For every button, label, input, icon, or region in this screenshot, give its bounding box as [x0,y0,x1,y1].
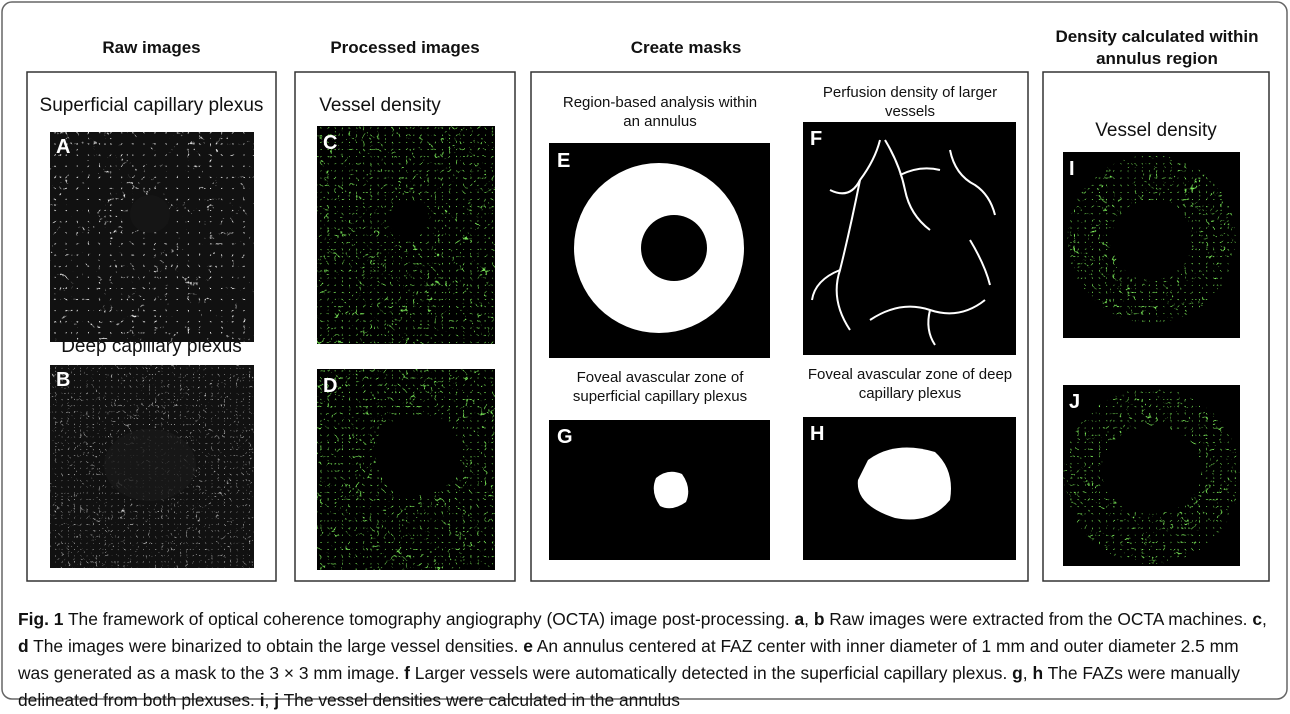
caption-text: The images were binarized to obtain the … [29,636,524,656]
image [803,122,1016,355]
image-label: D [323,375,337,398]
panel-title: Density calculated within annulus region [1035,26,1279,70]
caption-bold: d [18,636,29,656]
image-caption: Vessel density [1043,120,1269,142]
image-label: F [810,128,822,151]
image-caption: Superficial capillary plexus [27,95,276,117]
image-label: B [56,369,70,392]
image-label: I [1069,158,1075,181]
image [549,143,770,358]
image [803,417,1016,560]
image-caption: Deep capillary plexus [27,336,276,358]
caption-bold: a [795,609,805,629]
image-label: H [810,423,824,446]
panel-title: Processed images [280,38,530,58]
image [1063,152,1240,338]
caption-bold: c [1252,609,1262,629]
image-caption: Foveal avascular zone of superficial cap… [550,368,770,406]
image [317,369,495,570]
image-caption: Vessel density [300,95,460,117]
caption-bold: b [814,609,825,629]
image [50,132,254,342]
image-label: C [323,132,337,155]
panel-title: Raw images [27,38,276,58]
image-label: E [557,150,570,173]
caption-text: , [265,690,275,710]
image-caption: Perfusion density of larger vessels [805,83,1015,121]
image-label: A [56,136,70,159]
caption-text: , [804,609,814,629]
caption-bold: Fig. 1 [18,609,63,629]
caption-text: Larger vessels were automatically detect… [410,663,1012,683]
figure-caption: Fig. 1 The framework of optical coherenc… [18,606,1274,714]
image [317,126,495,344]
page: {"panels": [ {"title": "Raw images", "im… [0,0,1290,702]
caption-text: Raw images were extracted from the OCTA … [824,609,1252,629]
caption-text: The vessel densities were calculated in … [279,690,680,710]
image [549,420,770,560]
panel-title: Create masks [531,38,841,58]
image [1063,385,1240,566]
caption-text: The framework of optical coherence tomog… [63,609,794,629]
image [50,365,254,568]
image-label: J [1069,391,1080,414]
image-label: G [557,426,573,449]
caption-bold: e [523,636,533,656]
image-caption: Foveal avascular zone of deep capillary … [795,365,1025,403]
caption-text: , [1262,609,1267,629]
caption-bold: g [1012,663,1023,683]
caption-bold: h [1032,663,1043,683]
image-caption: Region-based analysis within an annulus [560,93,760,131]
